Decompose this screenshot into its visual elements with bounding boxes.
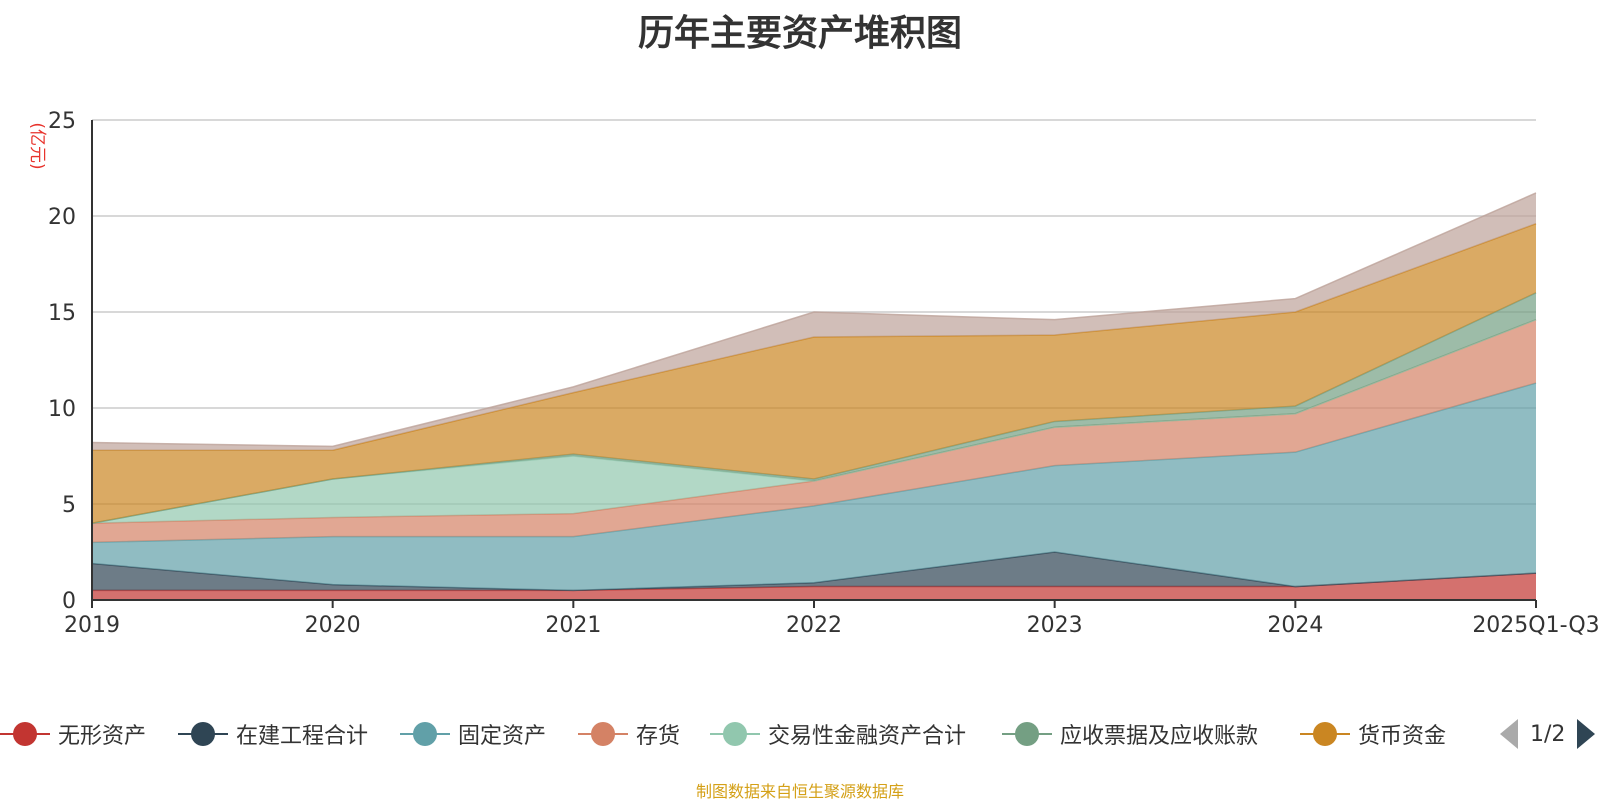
legend-label: 在建工程合计 <box>236 724 369 749</box>
legend-pager: 1/2 <box>1500 716 1596 752</box>
legend-marker-icon <box>178 716 228 752</box>
legend-label: 固定资产 <box>458 724 547 749</box>
chart-title: 历年主要资产堆积图 <box>637 13 962 54</box>
legend-item-inventory[interactable]: 存货 <box>578 716 680 752</box>
legend: 无形资产 在建工程合计 固定资产 存货 交易性金融资产合计 应收票据及应收账款 … <box>0 716 1600 752</box>
legend-label: 货币资金 <box>1358 724 1447 749</box>
y-tick-label: 5 <box>62 493 76 518</box>
area-series-2 <box>92 383 1536 591</box>
area-series-7 <box>92 192 1536 451</box>
x-tick-label: 2024 <box>1267 613 1323 638</box>
chart-area: 0 5 10 15 20 25 2019 2020 2021 2022 2023 2024 2025Q1… <box>27 109 1600 638</box>
legend-label: 存货 <box>636 724 681 749</box>
x-tick-label: 2023 <box>1027 613 1083 638</box>
y-tick-label: 10 <box>48 397 76 422</box>
y-axis-label: (亿元) <box>27 122 47 169</box>
legend-marker-icon <box>578 716 628 752</box>
x-tick-label: 2020 <box>305 613 361 638</box>
y-tick-label: 25 <box>48 109 76 134</box>
x-tick-label: 2021 <box>545 613 601 638</box>
legend-item-intangible-assets[interactable]: 无形资产 <box>0 716 146 752</box>
x-tick-label: 2019 <box>64 613 120 638</box>
legend-item-cash[interactable]: 货币资金 <box>1300 716 1446 752</box>
legend-marker-icon <box>1300 716 1350 752</box>
area-series-line-7 <box>91 192 1537 448</box>
legend-next-page-icon[interactable] <box>1577 719 1596 749</box>
area-series-6 <box>92 223 1536 524</box>
legend-label: 无形资产 <box>58 724 147 749</box>
legend-label: 应收票据及应收账款 <box>1060 724 1259 749</box>
area-series-1 <box>92 552 1536 591</box>
legend-item-trading-financial-assets[interactable]: 交易性金融资产合计 <box>710 716 966 752</box>
legend-item-fixed-assets[interactable]: 固定资产 <box>400 716 546 752</box>
area-series-4 <box>92 319 1536 524</box>
x-tick-label: 2022 <box>786 613 842 638</box>
legend-marker-icon <box>710 716 760 752</box>
legend-prev-page-icon[interactable] <box>1500 719 1518 749</box>
source-note: 制图数据来自恒生聚源数据库 <box>695 782 904 801</box>
y-tick-label: 0 <box>62 589 76 614</box>
legend-marker-icon <box>400 716 450 752</box>
legend-label: 交易性金融资产合计 <box>768 724 967 749</box>
legend-item-receivables[interactable]: 应收票据及应收账款 <box>1002 716 1258 752</box>
y-tick-label: 20 <box>48 205 76 230</box>
legend-marker-icon <box>0 716 50 752</box>
legend-item-construction-in-progress[interactable]: 在建工程合计 <box>178 716 368 752</box>
y-tick-label: 15 <box>48 301 76 326</box>
legend-marker-icon <box>1002 716 1052 752</box>
x-tick-label: 2025Q1-Q3 <box>1472 613 1599 638</box>
legend-page-indicator: 1/2 <box>1530 721 1566 747</box>
